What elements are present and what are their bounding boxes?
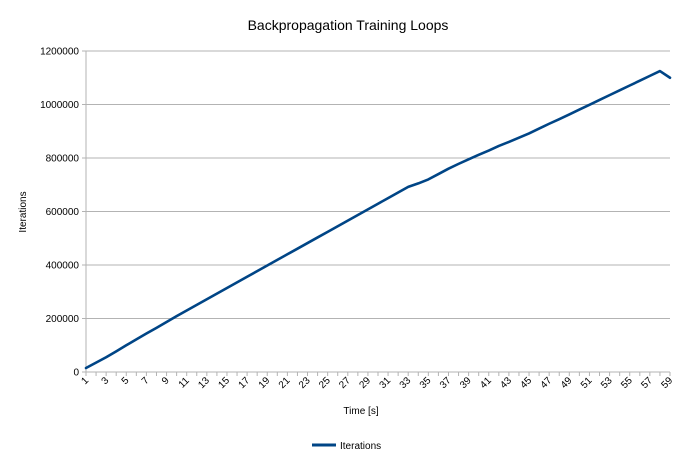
x-tick-label: 25 xyxy=(317,375,333,391)
x-tick-label: 7 xyxy=(140,375,152,387)
x-tick-label: 57 xyxy=(639,375,655,391)
x-tick-label: 5 xyxy=(120,375,132,387)
x-tick-label: 17 xyxy=(237,375,253,391)
gridlines xyxy=(82,50,670,373)
axes xyxy=(85,51,671,376)
y-axis-title: Iterations xyxy=(18,191,29,232)
x-tick-label: 43 xyxy=(498,375,514,391)
x-tick-label: 3 xyxy=(100,375,112,387)
legend: Iterations xyxy=(312,441,381,452)
x-tick-label: 23 xyxy=(297,375,313,391)
series-lines xyxy=(84,69,672,370)
x-tick-label: 9 xyxy=(160,375,172,387)
x-tick-label: 27 xyxy=(337,375,353,391)
y-tick-label: 600000 xyxy=(46,207,80,218)
x-tick-label: 15 xyxy=(216,375,232,391)
x-tick-label: 21 xyxy=(277,375,293,391)
y-tick-label: 800000 xyxy=(46,154,80,165)
x-tick-label: 35 xyxy=(418,375,434,391)
y-tick-label: 1200000 xyxy=(40,47,79,58)
x-tick-label: 31 xyxy=(378,375,394,391)
y-tick-label: 1000000 xyxy=(40,100,79,111)
chart-title: Backpropagation Training Loops xyxy=(248,17,449,33)
legend-label-iterations: Iterations xyxy=(340,441,381,452)
x-tick-label: 39 xyxy=(458,375,474,391)
x-tick-label: 1 xyxy=(79,375,91,387)
x-tick-label: 29 xyxy=(357,375,373,391)
y-tick-label: 400000 xyxy=(46,261,80,272)
x-tick-label: 33 xyxy=(398,375,414,391)
x-tick-label: 59 xyxy=(659,375,675,391)
x-tick-label: 11 xyxy=(177,375,192,390)
x-tick-label: 55 xyxy=(619,375,635,391)
x-tick-label: 45 xyxy=(519,375,535,391)
y-tick-label: 200000 xyxy=(46,314,80,325)
x-tick-labels: 1 3 5 7 9 11 13 15 17 19 21 23 25 27 29 31 33 35 37 39 41 43 4… xyxy=(79,375,675,391)
x-tick-label: 53 xyxy=(599,375,615,391)
x-tick-label: 47 xyxy=(539,375,555,391)
x-tick-label: 41 xyxy=(478,375,494,391)
x-tick-label: 37 xyxy=(438,375,454,391)
x-tick-label: 19 xyxy=(257,375,273,391)
x-tick-label: 49 xyxy=(559,375,575,391)
y-tick-label: 0 xyxy=(73,368,79,379)
x-axis-title: Time [s] xyxy=(343,406,378,417)
x-tick-label: 51 xyxy=(579,375,595,391)
series-line-iterations xyxy=(84,69,672,370)
x-tick-label: 13 xyxy=(196,375,212,391)
y-tick-labels: 0 200000 400000 600000 800000 1000000 1200000 xyxy=(40,47,79,379)
